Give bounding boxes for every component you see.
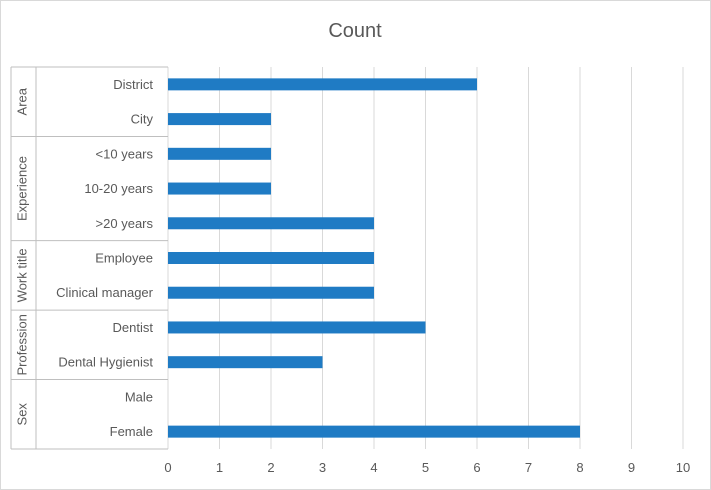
group-label: Work title [15, 248, 30, 302]
x-tick-label: 10 [676, 460, 690, 475]
group-label: Area [15, 87, 30, 115]
x-tick-label: 5 [422, 460, 429, 475]
bar [168, 147, 271, 160]
group-label: Profession [15, 314, 30, 375]
category-label: 10-20 years [84, 181, 153, 196]
bar [168, 217, 374, 230]
category-label: Employee [95, 251, 153, 266]
x-tick-label: 3 [319, 460, 326, 475]
x-tick-label: 4 [370, 460, 377, 475]
bar [168, 321, 426, 334]
group-labels: Area Experience Work title Profession Sex [15, 87, 30, 425]
x-tick-label: 9 [628, 460, 635, 475]
x-axis-ticks: 0 1 2 3 4 5 6 7 8 9 10 [164, 460, 690, 475]
x-tick-label: 8 [576, 460, 583, 475]
category-label: >20 years [96, 216, 154, 231]
bar [168, 78, 477, 91]
category-label: Dentist [113, 320, 154, 335]
x-tick-label: 6 [473, 460, 480, 475]
category-labels: District City <10 years 10-20 years >20 year… [56, 77, 153, 439]
category-label: Female [110, 424, 153, 439]
x-tick-label: 1 [216, 460, 223, 475]
category-label: Male [125, 389, 153, 404]
bar [168, 182, 271, 195]
category-label: District [113, 77, 153, 92]
bar [168, 286, 374, 299]
category-label: City [131, 112, 154, 127]
category-label: Dental Hygienist [58, 355, 153, 370]
bar [168, 252, 374, 264]
x-tick-label: 7 [525, 460, 532, 475]
bar [168, 113, 271, 126]
category-label: Clinical manager [56, 285, 153, 300]
bars [168, 78, 580, 438]
x-tick-label: 0 [164, 460, 171, 475]
category-label: <10 years [96, 146, 154, 161]
group-label: Sex [15, 403, 30, 426]
group-label: Experience [15, 156, 30, 221]
x-tick-label: 2 [267, 460, 274, 475]
group-separators [10, 66, 168, 450]
bar [168, 356, 323, 369]
bar [168, 425, 580, 438]
chart-title: Count [328, 20, 382, 42]
